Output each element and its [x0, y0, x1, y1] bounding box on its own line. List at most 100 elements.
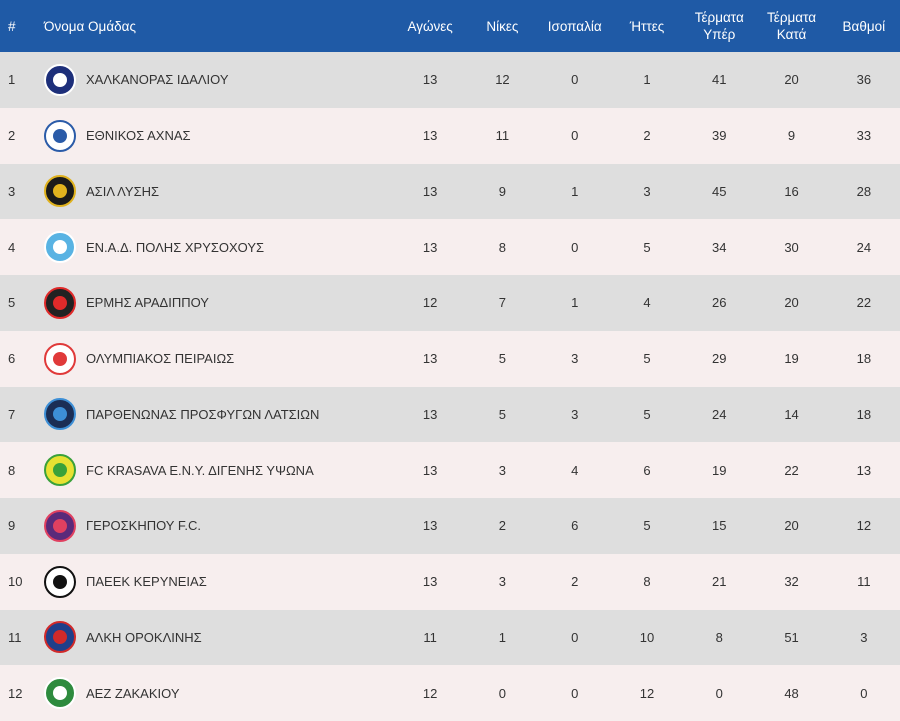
wins-cell: 2 — [498, 518, 507, 534]
table-row[interactable]: 10 ΠΑΕΕΚ ΚΕΡΥΝΕΙΑΣ 13 3 2 8 21 32 11 — [0, 553, 900, 610]
team-logo-mark — [53, 463, 67, 478]
team-cell: ΓΕΡΟΣΚΗΠΟΥ F.C. — [36, 498, 394, 554]
goals-for-cell: 15 — [712, 518, 727, 534]
team-name[interactable]: ΓΕΡΟΣΚΗΠΟΥ F.C. — [86, 518, 201, 534]
wins-cell: 1 — [498, 629, 507, 645]
points-cell: 13 — [856, 462, 872, 478]
header-goals-for-line1: Τέρματα — [694, 10, 744, 25]
header-team-name[interactable]: Όνομα Ομάδας — [44, 18, 136, 34]
goals-against-cell: 20 — [784, 518, 799, 534]
team-entry[interactable]: ΑΣΙΛ ΛΥΣΗΣ — [36, 175, 394, 208]
header-goals-against-line1: Τέρματα — [767, 10, 817, 25]
team-cell: ΕΝ.Α.Δ. ΠΟΛΗΣ ΧΡΥΣΟΧΟΥΣ — [36, 219, 394, 275]
rank-cell: 2 — [8, 128, 16, 144]
rank-cell: 1 — [8, 72, 16, 88]
played-cell: 13 — [422, 406, 438, 422]
team-entry[interactable]: ΑΛΚΗ ΟΡΟΚΛΙΝΗΣ — [36, 621, 394, 654]
table-row[interactable]: 9 ΓΕΡΟΣΚΗΠΟΥ F.C. 13 2 6 5 15 20 12 — [0, 498, 900, 554]
table-row[interactable]: 11 ΑΛΚΗ ΟΡΟΚΛΙΝΗΣ 11 1 0 10 8 51 3 — [0, 609, 900, 666]
goals-against-cell: 9 — [787, 128, 796, 144]
header-losses[interactable]: Ήττες — [629, 18, 665, 34]
losses-cell: 5 — [643, 351, 651, 367]
goals-for-cell: 39 — [712, 128, 727, 144]
table-row[interactable]: 6 ΟΛΥΜΠΙΑΚΟΣ ΠΕΙΡΑΙΩΣ 13 5 3 5 29 19 18 — [0, 330, 900, 387]
header-goals-for[interactable]: Τέρματα Υπέρ — [683, 0, 755, 52]
crest-icon — [44, 454, 76, 487]
header-rank[interactable]: # — [8, 18, 16, 34]
crest-icon — [44, 342, 76, 375]
team-entry[interactable]: ΕΡΜΗΣ ΑΡΑΔΙΠΠΟΥ — [36, 286, 394, 319]
rank-cell: 4 — [8, 239, 16, 255]
header-goals-for-line2: Υπέρ — [703, 27, 736, 42]
team-name[interactable]: ΠΑΕΕΚ ΚΕΡΥΝΕΙΑΣ — [86, 574, 207, 590]
crest-icon — [44, 621, 76, 654]
team-name[interactable]: ΧΑΛΚΑΝΟΡΑΣ ΙΔΑΛΙΟΥ — [86, 72, 229, 88]
team-name[interactable]: ΕΝ.Α.Δ. ΠΟΛΗΣ ΧΡΥΣΟΧΟΥΣ — [86, 239, 265, 255]
team-name[interactable]: ΑΛΚΗ ΟΡΟΚΛΙΝΗΣ — [86, 629, 202, 645]
team-logo-mark — [53, 184, 67, 199]
points-cell: 33 — [856, 128, 872, 144]
team-entry[interactable]: ΧΑΛΚΑΝΟΡΑΣ ΙΔΑΛΙΟΥ — [36, 63, 394, 96]
header-goals-against[interactable]: Τέρματα Κατά — [755, 0, 827, 52]
team-entry[interactable]: ΠΑΡΘΕΝΩΝΑΣ ΠΡΟΣΦΥΓΩΝ ΛΑΤΣΙΩΝ — [36, 398, 394, 431]
draws-cell: 3 — [571, 351, 579, 367]
crest-icon — [44, 231, 76, 264]
wins-cell: 8 — [498, 239, 507, 255]
team-entry[interactable]: ΟΛΥΜΠΙΑΚΟΣ ΠΕΙΡΑΙΩΣ — [36, 342, 394, 375]
draws-cell: 1 — [571, 295, 579, 311]
crest-icon — [44, 509, 76, 542]
wins-cell: 12 — [495, 72, 510, 88]
points-cell: 11 — [857, 574, 871, 590]
wins-cell: 0 — [498, 685, 507, 701]
played-cell: 13 — [422, 462, 438, 478]
team-name[interactable]: ΠΑΡΘΕΝΩΝΑΣ ΠΡΟΣΦΥΓΩΝ ΛΑΤΣΙΩΝ — [86, 406, 320, 422]
team-logo-mark — [53, 128, 67, 143]
team-entry[interactable]: ΕΝ.Α.Δ. ΠΟΛΗΣ ΧΡΥΣΟΧΟΥΣ — [36, 231, 394, 264]
team-logo-mark — [53, 407, 67, 422]
table-row[interactable]: 8 FC KRASAVA Ε.Ν.Υ. ΔΙΓΕΝΗΣ ΥΨΩΝΑ 13 3 4… — [0, 442, 900, 498]
losses-cell: 10 — [639, 629, 655, 645]
table-row[interactable]: 2 ΕΘΝΙΚΟΣ ΑΧΝΑΣ 13 11 0 2 39 9 33 — [0, 107, 900, 164]
header-wins[interactable]: Νίκες — [486, 18, 519, 34]
rank-cell: 11 — [8, 629, 22, 645]
team-name[interactable]: ΕΘΝΙΚΟΣ ΑΧΝΑΣ — [86, 128, 191, 144]
losses-cell: 3 — [643, 183, 651, 199]
header-points[interactable]: Βαθμοί — [842, 18, 886, 34]
header-draws[interactable]: Ισοπαλία — [547, 18, 602, 34]
team-entry[interactable]: ΓΕΡΟΣΚΗΠΟΥ F.C. — [36, 509, 394, 542]
team-cell: ΠΑΕΕΚ ΚΕΡΥΝΕΙΑΣ — [36, 554, 394, 610]
goals-against-cell: 20 — [784, 72, 799, 88]
points-cell: 3 — [860, 629, 868, 645]
table-row[interactable]: 4 ΕΝ.Α.Δ. ΠΟΛΗΣ ΧΡΥΣΟΧΟΥΣ 13 8 0 5 34 30… — [0, 219, 900, 275]
wins-cell: 3 — [498, 574, 507, 590]
losses-cell: 12 — [639, 685, 655, 701]
crest-icon — [44, 286, 76, 319]
table-row[interactable]: 12 ΑΕΖ ΖΑΚΑΚΙΟΥ 12 0 0 12 0 48 0 — [0, 665, 900, 721]
goals-against-cell: 20 — [784, 295, 799, 311]
goals-for-cell: 19 — [712, 462, 727, 478]
team-name[interactable]: ΑΕΖ ΖΑΚΑΚΙΟΥ — [86, 685, 180, 701]
draws-cell: 0 — [571, 72, 579, 88]
header-played[interactable]: Αγώνες — [407, 18, 453, 34]
table-row[interactable]: 7 ΠΑΡΘΕΝΩΝΑΣ ΠΡΟΣΦΥΓΩΝ ΛΑΤΣΙΩΝ 13 5 3 5 … — [0, 386, 900, 443]
crest-icon — [44, 119, 76, 152]
played-cell: 13 — [422, 351, 438, 367]
team-name[interactable]: ΕΡΜΗΣ ΑΡΑΔΙΠΠΟΥ — [86, 295, 209, 311]
wins-cell: 5 — [498, 406, 507, 422]
table-row[interactable]: 1 ΧΑΛΚΑΝΟΡΑΣ ΙΔΑΛΙΟΥ 13 12 0 1 41 20 36 — [0, 52, 900, 108]
wins-cell: 5 — [498, 351, 507, 367]
team-entry[interactable]: ΠΑΕΕΚ ΚΕΡΥΝΕΙΑΣ — [36, 565, 394, 598]
goals-against-cell: 22 — [784, 462, 799, 478]
team-name[interactable]: FC KRASAVA Ε.Ν.Υ. ΔΙΓΕΝΗΣ ΥΨΩΝΑ — [86, 462, 314, 478]
goals-against-cell: 16 — [784, 183, 799, 199]
team-entry[interactable]: ΑΕΖ ΖΑΚΑΚΙΟΥ — [36, 677, 394, 710]
team-name[interactable]: ΑΣΙΛ ΛΥΣΗΣ — [86, 183, 160, 199]
losses-cell: 5 — [643, 239, 651, 255]
table-header-row: # Όνομα Ομάδας Αγώνες Νίκες Ισοπαλία Ήττ… — [0, 0, 900, 52]
table-row[interactable]: 5 ΕΡΜΗΣ ΑΡΑΔΙΠΠΟΥ 12 7 1 4 26 20 22 — [0, 275, 900, 331]
rank-cell: 3 — [8, 183, 16, 199]
team-entry[interactable]: ΕΘΝΙΚΟΣ ΑΧΝΑΣ — [36, 119, 394, 152]
team-entry[interactable]: FC KRASAVA Ε.Ν.Υ. ΔΙΓΕΝΗΣ ΥΨΩΝΑ — [36, 454, 394, 487]
team-name[interactable]: ΟΛΥΜΠΙΑΚΟΣ ΠΕΙΡΑΙΩΣ — [86, 351, 235, 367]
table-row[interactable]: 3 ΑΣΙΛ ΛΥΣΗΣ 13 9 1 3 45 16 28 — [0, 163, 900, 220]
